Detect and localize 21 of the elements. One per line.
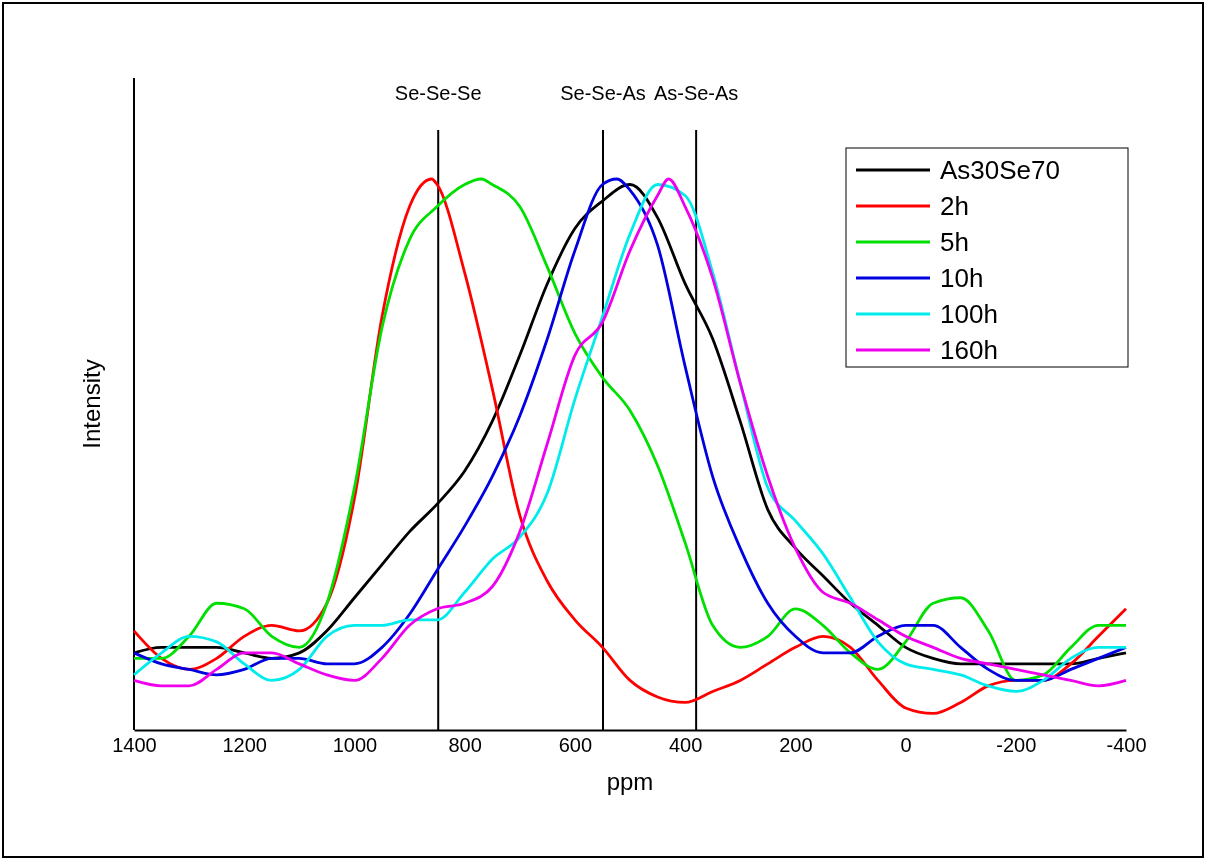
ref-line-label: As-Se-As (653, 82, 739, 104)
legend-label: 2h (940, 191, 969, 221)
x-tick-label: -200 (996, 734, 1037, 757)
legend-label: As30Se70 (940, 155, 1060, 185)
x-tick-label: 400 (668, 734, 703, 757)
x-tick-label: 600 (558, 734, 593, 757)
x-tick-label: 200 (779, 734, 813, 757)
x-tick-label: 800 (448, 734, 482, 757)
x-axis-title: ppm (606, 768, 654, 795)
x-tick-label: -400 (1106, 734, 1147, 757)
x-tick-label: 1000 (332, 734, 378, 757)
legend-label: 10h (940, 263, 984, 293)
legend-label: 160h (940, 335, 998, 365)
ref-line-label: Se-Se-Se (394, 82, 482, 104)
x-tick-label: 1400 (112, 734, 157, 757)
ref-line-label: Se-Se-As (560, 82, 646, 104)
x-tick-label: 1200 (222, 734, 267, 757)
legend-label: 5h (940, 227, 969, 257)
y-axis-title: Intensity (78, 359, 105, 449)
x-tick-label: 0 (900, 734, 912, 757)
legend-label: 100h (940, 299, 998, 329)
